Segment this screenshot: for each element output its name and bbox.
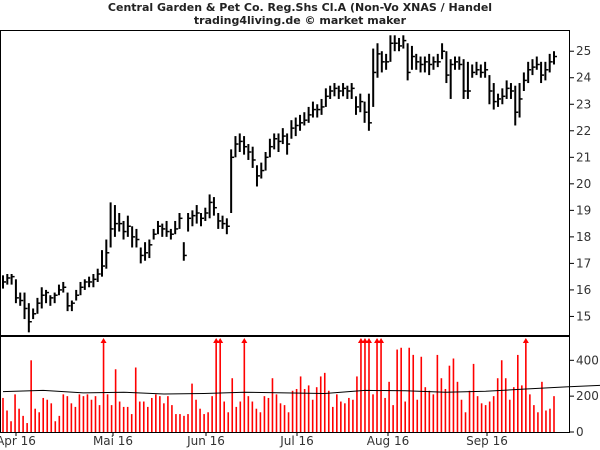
price-y-tick-label: 17 xyxy=(576,256,591,270)
x-tick-label: Sep 16 xyxy=(466,434,508,448)
volume-bar-overflow-arrow xyxy=(100,338,107,343)
volume-bar-overflow-arrow xyxy=(241,338,248,343)
price-bars-group xyxy=(2,35,557,333)
volume-y-tick-label: 200 xyxy=(576,389,599,403)
volume-bar-overflow-arrow xyxy=(365,338,372,343)
volume-bar-overflow-arrow xyxy=(374,338,381,343)
price-y-tick-label: 19 xyxy=(576,203,591,217)
price-y-tick-label: 23 xyxy=(576,97,591,111)
price-y-tick-label: 20 xyxy=(576,177,591,191)
price-y-tick-label: 18 xyxy=(576,230,591,244)
price-y-tick-label: 15 xyxy=(576,309,591,323)
price-y-tick-label: 22 xyxy=(576,124,591,138)
chart-subtitle: trading4living.de © market maker xyxy=(193,14,407,27)
volume-bar-overflow-arrow xyxy=(361,338,368,343)
volume-bar-overflow-arrow xyxy=(522,338,529,343)
x-tick-label: Aug 16 xyxy=(367,434,410,448)
volume-y-tick-label: 400 xyxy=(576,353,599,367)
x-tick-label: Jun 16 xyxy=(186,434,225,448)
volume-bar-overflow-arrow xyxy=(378,338,385,343)
volume-y-tick-label: 0 xyxy=(576,425,584,439)
price-y-tick-label: 25 xyxy=(576,44,591,58)
volume-moving-average-line xyxy=(2,384,600,395)
price-y-tick-label: 21 xyxy=(576,150,591,164)
volume-bar-overflow-arrow xyxy=(217,338,224,343)
chart-title: Central Garden & Pet Co. Reg.Shs Cl.A (N… xyxy=(107,1,493,14)
x-tick-label: Jul 16 xyxy=(279,434,314,448)
volume-bars-group xyxy=(2,338,555,432)
volume-bar-overflow-arrow xyxy=(357,338,364,343)
x-tick-label: Mai 16 xyxy=(93,434,133,448)
volume-bar-overflow-arrow xyxy=(213,338,220,343)
price-y-tick-label: 24 xyxy=(576,71,591,85)
plot-frame xyxy=(0,30,570,433)
x-tick-label: Apr 16 xyxy=(0,434,36,448)
price-y-tick-label: 16 xyxy=(576,283,591,297)
